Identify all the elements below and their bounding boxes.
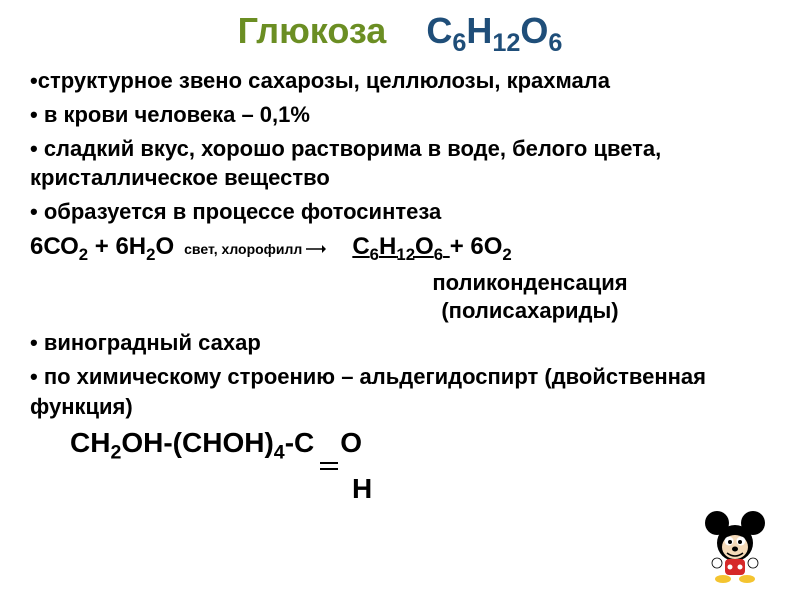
arrow-icon	[306, 243, 326, 255]
photosynthesis-reaction: 6СО2 + 6Н2О свет, хлорофилл С6Н12О6 + 6О…	[30, 233, 770, 265]
structural-formula: СН2ОН-(СНОН)4-С О	[70, 427, 770, 465]
lhs-p0: 6СО	[30, 233, 79, 260]
rhs-p5: 6	[434, 244, 443, 263]
bullet-4: • образуется в процессе фотосинтеза	[30, 197, 770, 227]
title-word: Глюкоза	[238, 10, 387, 51]
sf-o: О	[340, 427, 362, 458]
polycondensation-label: поликонденсация	[290, 270, 770, 296]
sf-p2: ОН-(СНОН)	[121, 427, 273, 458]
reaction-rhs: С6Н12О6 + 6О2	[352, 233, 511, 265]
polysaccharides-label: (полисахариды)	[290, 298, 770, 324]
f-c: С	[426, 10, 452, 51]
lhs-p1: 2	[79, 244, 88, 263]
f-6b: 6	[548, 29, 562, 57]
sf-p0: СН	[70, 427, 110, 458]
reaction-arrow: свет, хлорофилл	[180, 241, 326, 257]
rhs-p2: Н	[379, 233, 396, 260]
bullet-6: • по химическому строению – альдегидоспи…	[30, 362, 770, 421]
arrow-label: свет, хлорофилл	[180, 241, 306, 257]
sf-p3: 4	[274, 442, 285, 464]
bullet-3: • сладкий вкус, хорошо растворима в воде…	[30, 134, 770, 193]
bullet-2: • в крови человека – 0,1%	[30, 100, 770, 130]
lhs-p4: О	[155, 233, 174, 260]
structural-h: Н	[352, 473, 770, 505]
rhs-p6: + 6О	[450, 233, 503, 260]
title-formula: С6Н12О6	[426, 10, 562, 51]
sf-p4: -С	[285, 427, 315, 458]
mickey-mouse-icon	[695, 505, 775, 585]
rhs-p1: 6	[370, 244, 379, 263]
lhs-p2: + 6Н	[88, 233, 146, 260]
rhs-p3: 12	[396, 244, 415, 263]
bullet-1: •структурное звено сахарозы, целлюлозы, …	[30, 66, 770, 96]
f-12: 12	[492, 29, 520, 57]
rhs-p0: С	[352, 233, 369, 260]
rhs-glucose: С6Н12О6	[352, 233, 449, 260]
slide-title: Глюкоза С6Н12О6	[30, 10, 770, 58]
f-6a: 6	[452, 29, 466, 57]
f-o: О	[520, 10, 548, 51]
sf-p1: 2	[110, 442, 121, 464]
f-h: Н	[466, 10, 492, 51]
rhs-p4: О	[415, 233, 434, 260]
reaction-lhs: 6СО2 + 6Н2О	[30, 233, 174, 265]
rhs-p7: 2	[502, 244, 511, 263]
bullet-5: • виноградный сахар	[30, 328, 770, 358]
